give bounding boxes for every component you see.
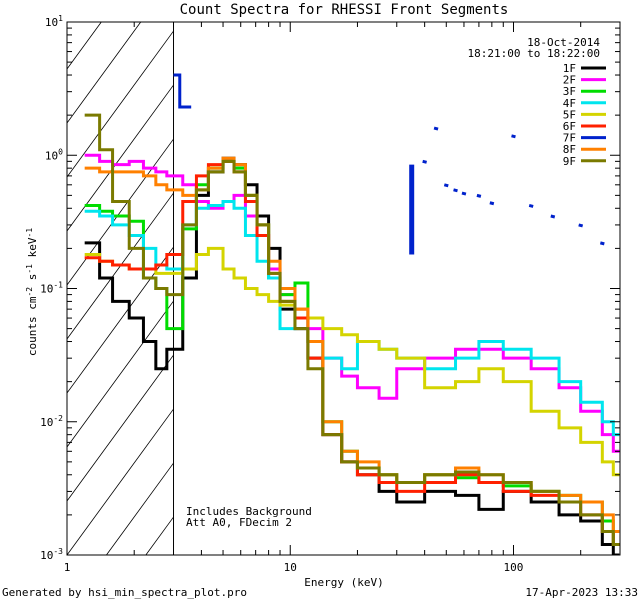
series-layer <box>84 73 620 555</box>
series-7F-point <box>453 188 458 193</box>
series-7F-point <box>476 193 482 198</box>
x-tick-label-10: 10 <box>284 561 297 574</box>
series-line-5F <box>84 246 620 477</box>
x-tick-labels: 1 10 100 <box>64 561 524 574</box>
series-7F-point <box>433 126 439 131</box>
time-range-label: 18:21:00 to 18:22:00 <box>468 47 600 60</box>
y-tick-label: 10-2 <box>40 414 63 429</box>
hatch-line <box>66 246 174 394</box>
hatch-line <box>106 462 174 556</box>
y-tick-label: 100 <box>45 147 63 162</box>
x-tick-label-1: 1 <box>64 561 71 574</box>
legend-label-4F: 4F <box>563 97 576 110</box>
annotation-attenuator: Att A0, FDecim 2 <box>186 516 292 529</box>
hatch-line <box>66 300 174 448</box>
series-line-2F <box>84 153 620 453</box>
hatch-line <box>66 354 174 502</box>
legend-label-5F: 5F <box>563 108 576 121</box>
series-line-4F <box>84 199 620 437</box>
series-7F-point <box>550 214 556 219</box>
series-7F-point <box>599 241 605 246</box>
plot-frame <box>66 21 621 556</box>
legend-label-6F: 6F <box>563 120 576 133</box>
y-tick-label: 10-1 <box>40 281 63 296</box>
y-tick-labels: 10-3 10-2 10-1 100 101 <box>40 14 63 562</box>
series-line-3F <box>84 159 620 546</box>
legend-label-1F: 1F <box>563 62 576 75</box>
series-7F-step <box>173 73 192 109</box>
series-7F <box>173 73 605 255</box>
date-label: 18-Oct-2014 <box>527 36 600 49</box>
y-axis-label: counts cm-2 s-1 keV-1 <box>25 228 39 356</box>
series-line-9F <box>84 113 620 546</box>
footer-generator: Generated by hsi_min_spectra_plot.pro <box>2 586 247 599</box>
series-line-6F <box>84 159 620 546</box>
hatch-line <box>145 516 174 556</box>
axis-ticks <box>66 21 621 556</box>
chart-title: Count Spectra for RHESSI Front Segments <box>180 2 509 18</box>
hatch-line <box>66 30 174 178</box>
hatch-line <box>66 21 102 70</box>
legend-label-7F: 7F <box>563 132 576 145</box>
series-7F-point <box>443 183 449 188</box>
series-7F-point <box>511 134 516 139</box>
series-7F-point <box>422 159 428 164</box>
footer-timestamp: 17-Apr-2023 13:33 <box>525 586 638 599</box>
legend-label-9F: 9F <box>563 155 576 168</box>
y-tick-label: 101 <box>45 14 63 29</box>
series-7F-point <box>528 203 534 208</box>
series-7F-point <box>461 191 467 196</box>
hatch-line <box>66 84 174 232</box>
attenuator-hatch-region <box>66 21 175 556</box>
hatch-line <box>66 138 174 286</box>
hatch-line <box>66 21 142 124</box>
x-tick-label-100: 100 <box>504 561 524 574</box>
series-7F-point <box>489 201 495 206</box>
x-axis-label: Energy (keV) <box>304 576 383 589</box>
y-tick-label: 10-3 <box>40 547 63 562</box>
legend-label-2F: 2F <box>563 74 576 87</box>
legend-label-3F: 3F <box>563 85 576 98</box>
hatch-line <box>66 408 174 556</box>
annotation-background: Includes Background <box>186 505 312 518</box>
legend-label-8F: 8F <box>563 143 576 156</box>
series-7F-point <box>578 223 584 228</box>
